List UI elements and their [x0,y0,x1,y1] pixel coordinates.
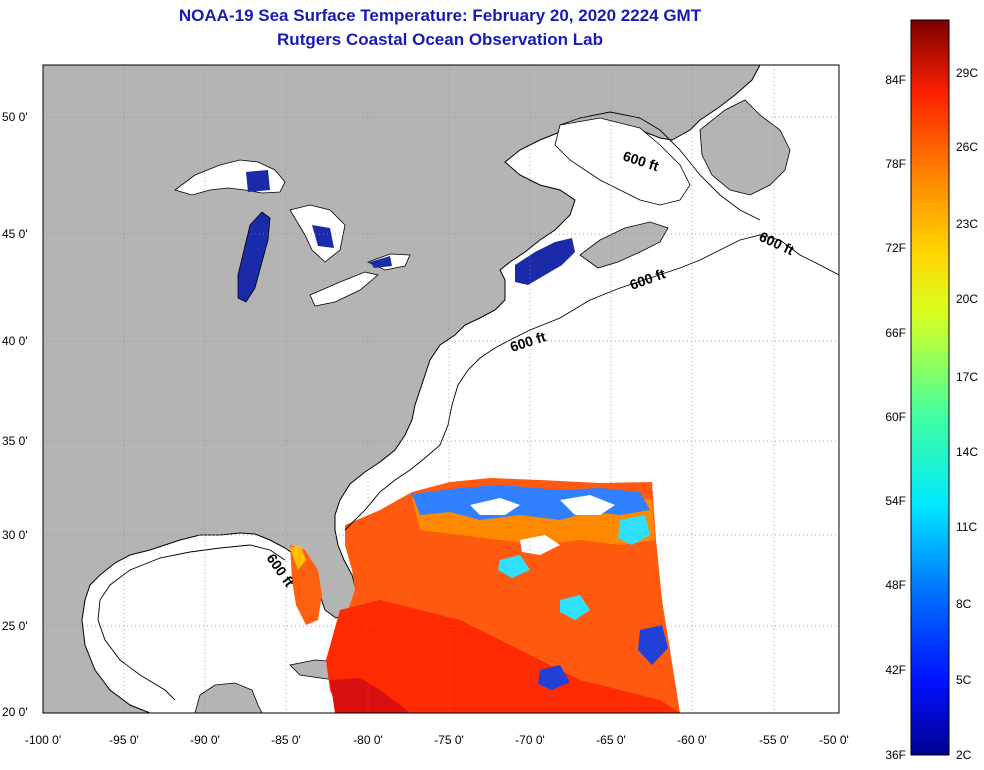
colorbar-celsius-label: 26C [956,140,978,154]
sst-swath [290,478,680,713]
latitude-label: 40 0' [2,334,28,348]
latitude-label: 45 0' [2,227,28,241]
longitude-label: -65 0' [596,733,626,747]
newfoundland [699,99,791,196]
colorbar-fahrenheit-label: 54F [885,494,906,508]
longitude-label: -80 0' [353,733,383,747]
colorbar-celsius-label: 5C [956,673,972,687]
longitude-label: -70 0' [515,733,545,747]
colorbar-fahrenheit-label: 48F [885,578,906,592]
colorbar-fahrenheit-label: 42F [885,663,906,677]
colorbar-celsius-label: 17C [956,370,978,384]
colorbar-celsius-label: 29C [956,66,978,80]
colorbar-celsius-label: 23C [956,217,978,231]
map-title: NOAA-19 Sea Surface Temperature: Februar… [178,6,702,25]
latitude-label: 20 0' [2,705,28,719]
graticule [43,65,839,713]
colorbar-fahrenheit-label: 36F [885,748,906,762]
colorbar-celsius-label: 14C [956,445,978,459]
nova-scotia [579,221,669,269]
lake-michigan [237,211,271,303]
colorbar-fahrenheit-label: 60F [885,410,906,424]
contour-600ft-atlantic [344,234,839,531]
colorbar-celsius-label: 2C [956,748,972,762]
colorbar-fahrenheit-label: 66F [885,326,906,340]
latitude-label: 50 0' [2,110,28,124]
contour-600ft-gulf [97,544,286,701]
longitude-label: -60 0' [677,733,707,747]
colorbar-fahrenheit-label: 78F [885,157,906,171]
longitude-label: -100 0' [25,733,61,747]
colorbar-celsius-label: 20C [956,292,978,306]
lake-erie [309,271,379,307]
longitude-label: -75 0' [434,733,464,747]
longitude-label: -85 0' [271,733,301,747]
longitude-label: -95 0' [109,733,139,747]
map-border [42,64,840,714]
colorbar [910,19,950,756]
lake-superior-cold-water [246,170,270,192]
contour-600ft-north [559,111,761,221]
yucatan [194,682,263,713]
lake-huron-cold-water [312,225,334,248]
longitude-label: -50 0' [819,733,849,747]
latitude-label: 35 0' [2,434,28,448]
longitude-label: -90 0' [190,733,220,747]
map-subtitle: Rutgers Coastal Ocean Observation Lab [277,30,603,49]
latitude-label: 30 0' [2,528,28,542]
colorbar-fahrenheit-label: 84F [885,73,906,87]
longitude-label: -55 0' [759,733,789,747]
gulf-of-st-lawrence [554,117,691,206]
lake-ontario-cold-water [370,256,392,268]
colorbar-fahrenheit-label: 72F [885,241,906,255]
latitude-label: 25 0' [2,619,28,633]
colorbar-celsius-label: 8C [956,597,972,611]
colorbar-celsius-label: 11C [956,520,977,534]
land-north-america [43,65,761,713]
